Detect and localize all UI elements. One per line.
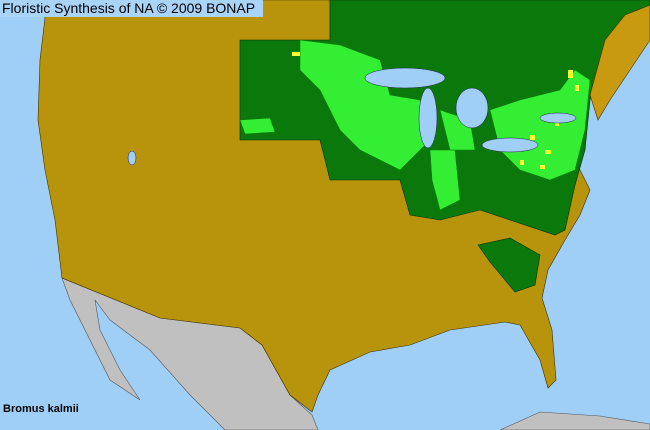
cuba (499, 411, 650, 430)
region-absent-northeast (589, 4, 650, 121)
region-present-sc (477, 237, 541, 293)
species-label: Bromus kalmii (3, 403, 79, 415)
present-counties (239, 39, 591, 211)
map-title: Floristic Synthesis of NA © 2009 BONAP (0, 0, 264, 17)
great-lakes (127, 67, 577, 166)
